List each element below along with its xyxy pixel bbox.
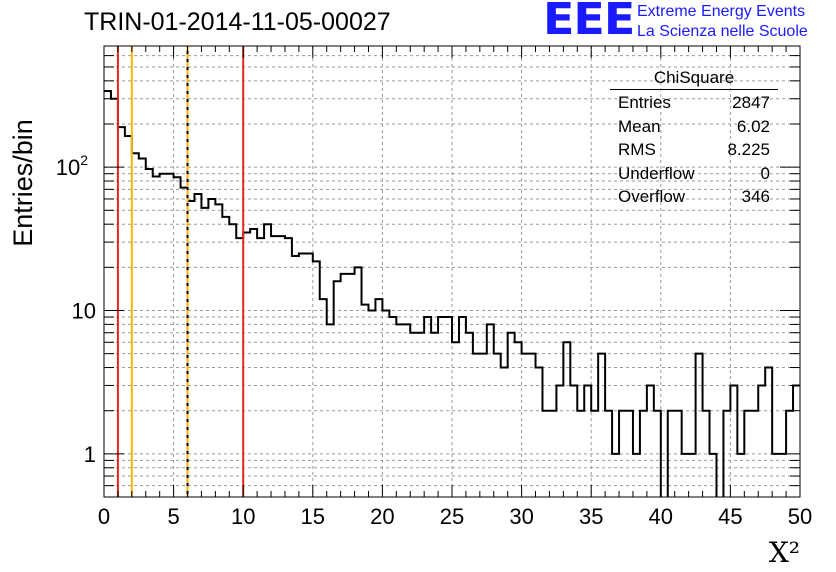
- eee-logo-mark: EEE: [543, 0, 635, 45]
- grid: [104, 46, 800, 497]
- chart-title: TRIN-01-2014-11-05-00027: [84, 8, 391, 36]
- x-tick-label: 50: [788, 504, 812, 529]
- stats-value: 6.02: [736, 116, 770, 136]
- x-tick-label: 0: [98, 504, 110, 529]
- eee-logo-line2: La Scienza nelle Scuole: [637, 23, 808, 40]
- histogram-series: [104, 89, 800, 497]
- y-tick-label: 1: [84, 442, 96, 467]
- stats-value: 2847: [732, 93, 770, 112]
- stats-label: Entries: [618, 93, 671, 112]
- stats-label: Overflow: [618, 187, 686, 206]
- x-tick-label: 5: [167, 504, 179, 529]
- stats-box: ChiSquare Entries 2847 Mean 6.02 RMS 8.2…: [610, 68, 778, 209]
- histogram-line: [104, 89, 800, 497]
- stats-row-underflow: Underflow 0: [610, 162, 778, 186]
- axes: 0 5 10 15 20 25 30 35 40 45 50 1 10 102 X² Entries/bin: [8, 45, 812, 569]
- x-tick-label: 35: [579, 504, 603, 529]
- stats-label: Mean: [618, 116, 661, 136]
- x-tick-label: 40: [649, 504, 673, 529]
- stats-value: 346: [741, 187, 770, 206]
- x-tick-label: 25: [440, 504, 464, 529]
- x-axis-title: X²: [769, 536, 800, 569]
- stats-row-entries: Entries 2847: [610, 91, 778, 115]
- y-tick-label: 102: [56, 152, 88, 180]
- stats-value: 8.225: [727, 140, 770, 159]
- cut-lines: [116, 46, 245, 497]
- x-tick-label: 20: [370, 504, 394, 529]
- stats-row-overflow: Overflow 346: [610, 185, 778, 209]
- y-axis-title: Entries/bin: [8, 119, 38, 247]
- stats-row-rms: RMS 8.225: [610, 138, 778, 162]
- x-tick-label: 10: [231, 504, 255, 529]
- stats-box-title: ChiSquare: [610, 68, 778, 90]
- y-tick-label: 10: [72, 298, 96, 323]
- stats-label: Underflow: [618, 163, 695, 183]
- x-tick-label: 45: [718, 504, 742, 529]
- stats-row-mean: Mean 6.02: [610, 115, 778, 139]
- stats-label: RMS: [618, 140, 656, 159]
- stats-value: 0: [760, 163, 770, 183]
- x-tick-label: 30: [509, 504, 533, 529]
- x-tick-label: 15: [301, 504, 325, 529]
- eee-logo-line1: Extreme Energy Events: [637, 3, 806, 20]
